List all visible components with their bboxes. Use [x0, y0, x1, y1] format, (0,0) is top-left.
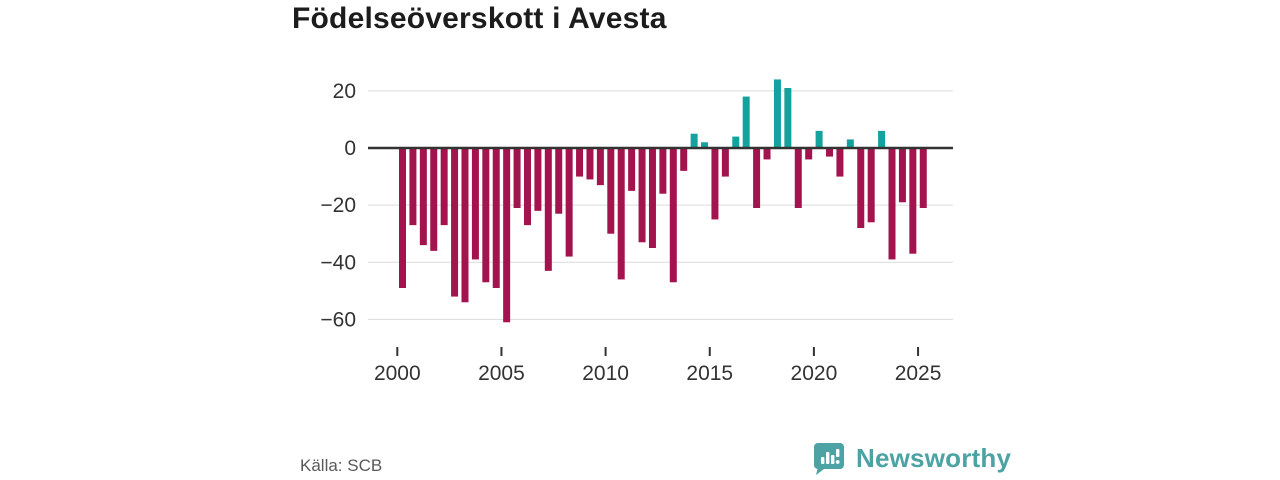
bar-2001H1 — [419, 148, 427, 246]
y-tick-label-−40: −40 — [320, 251, 356, 274]
x-tick-label-2025: 2025 — [895, 362, 942, 385]
x-axis-ticks — [396, 347, 920, 356]
x-tick-label-2000: 2000 — [374, 362, 421, 385]
bar-2018H1 — [773, 79, 781, 148]
bar-2015H2 — [721, 148, 729, 177]
y-axis-labels: 20 0 −20 −40 −60 — [320, 80, 356, 332]
bar-2013H1 — [669, 148, 677, 283]
bar-2025H1 — [919, 148, 927, 208]
brand-name: Newsworthy — [856, 442, 1012, 473]
x-tick-label-2015: 2015 — [686, 362, 733, 385]
bar-2020H1 — [815, 130, 823, 148]
bar-2003H1 — [461, 148, 469, 303]
bar-2022H1 — [857, 148, 865, 228]
bar-2021H2 — [846, 139, 854, 148]
bar-2019H2 — [805, 148, 813, 160]
bar-2018H2 — [784, 88, 792, 148]
bar-2008H1 — [565, 148, 573, 257]
bar-2006H1 — [523, 148, 531, 226]
bar-2002H2 — [451, 148, 459, 297]
bar-2008H2 — [576, 148, 584, 177]
y-tick-label-0: 0 — [344, 137, 356, 160]
bar-2011H2 — [638, 148, 646, 243]
bar-2007H1 — [544, 148, 552, 271]
bar-2010H1 — [607, 148, 615, 234]
x-axis-labels: 2000 2005 2010 2015 2020 2025 — [374, 362, 941, 385]
y-tick-label-20: 20 — [333, 80, 356, 103]
x-tick-label-2005: 2005 — [478, 362, 525, 385]
bar-2024H1 — [898, 148, 906, 203]
bar-2017H1 — [753, 148, 761, 208]
bar-2014H1 — [690, 133, 698, 148]
bars — [399, 79, 927, 323]
y-tick-label-−20: −20 — [320, 194, 356, 217]
bar-2016H2 — [742, 96, 750, 148]
newsworthy-speech-bubble-chart-icon — [813, 443, 844, 475]
bar-2016H1 — [732, 136, 740, 148]
bar-2009H2 — [596, 148, 604, 186]
bar-2020H2 — [826, 148, 834, 157]
bar-2011H1 — [628, 148, 636, 191]
brand-logo: Newsworthy — [812, 441, 1011, 475]
y-tick-label-−60: −60 — [320, 308, 356, 331]
bar-2004H1 — [482, 148, 490, 283]
bar-2012H1 — [648, 148, 656, 248]
x-tick-label-2020: 2020 — [791, 362, 838, 385]
bar-2012H2 — [659, 148, 667, 194]
bar-2019H1 — [794, 148, 802, 208]
bar-2015H1 — [711, 148, 719, 220]
bar-2017H2 — [763, 148, 771, 160]
bar-2009H1 — [586, 148, 594, 180]
bar-2002H1 — [440, 148, 448, 226]
bar-2023H2 — [888, 148, 896, 260]
bar-2000H1 — [399, 148, 406, 288]
bar-2022H2 — [867, 148, 875, 223]
bar-2023H1 — [878, 130, 886, 148]
bar-2006H2 — [534, 148, 542, 211]
page-title: Födelseöverskott i Avesta — [292, 2, 667, 35]
bar-2021H1 — [836, 148, 844, 177]
x-tick-label-2010: 2010 — [582, 362, 629, 385]
bar-2004H2 — [492, 148, 500, 288]
bar-2005H2 — [513, 148, 521, 208]
bar-2003H2 — [471, 148, 479, 260]
bar-2000H2 — [409, 148, 417, 226]
bar-2005H1 — [503, 148, 511, 323]
bar-2013H2 — [680, 148, 688, 171]
bar-2010H2 — [617, 148, 625, 280]
bar-2024H2 — [909, 148, 917, 254]
source-label: Källa: SCB — [300, 456, 383, 475]
bar-2001H2 — [430, 148, 438, 251]
bar-2007H2 — [555, 148, 563, 214]
bar-2014H2 — [701, 142, 709, 148]
